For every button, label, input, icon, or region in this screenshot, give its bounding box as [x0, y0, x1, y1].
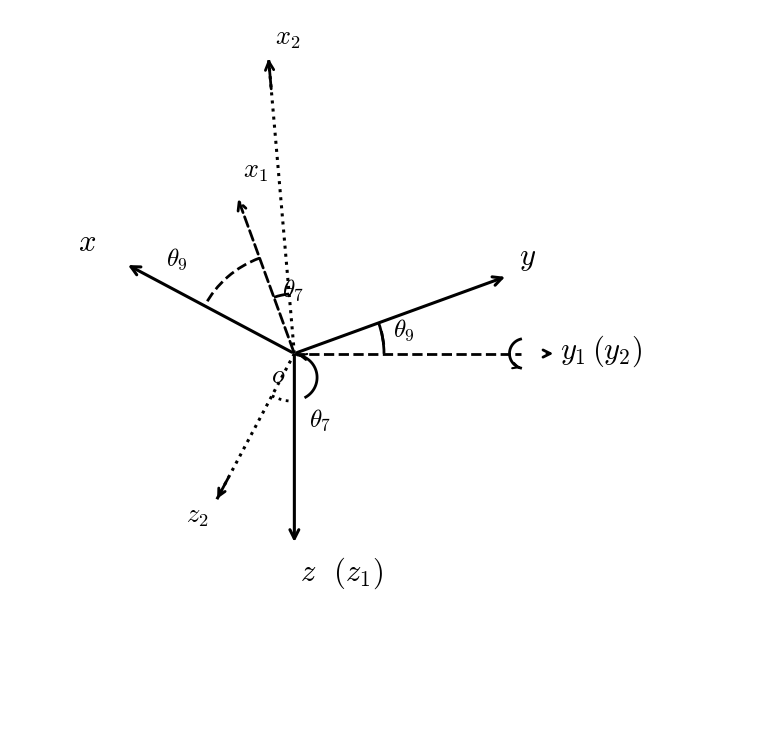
Text: $z_2$: $z_2$	[186, 504, 209, 529]
Text: $o$: $o$	[271, 363, 286, 387]
Text: $y_1\,(y_2)$: $y_1\,(y_2)$	[561, 334, 643, 369]
Text: $\theta_9$: $\theta_9$	[393, 317, 415, 343]
Text: $y$: $y$	[518, 242, 535, 273]
Text: $x_1$: $x_1$	[243, 159, 268, 184]
Text: $z$  $(z_1)$: $z$ $(z_1)$	[300, 556, 383, 591]
Text: $x_2$: $x_2$	[276, 26, 301, 51]
Text: $\theta_9$: $\theta_9$	[167, 246, 188, 272]
Text: $\theta_7$: $\theta_7$	[310, 407, 332, 433]
Text: $\theta_7$: $\theta_7$	[282, 278, 304, 303]
Text: $x$: $x$	[78, 227, 96, 258]
